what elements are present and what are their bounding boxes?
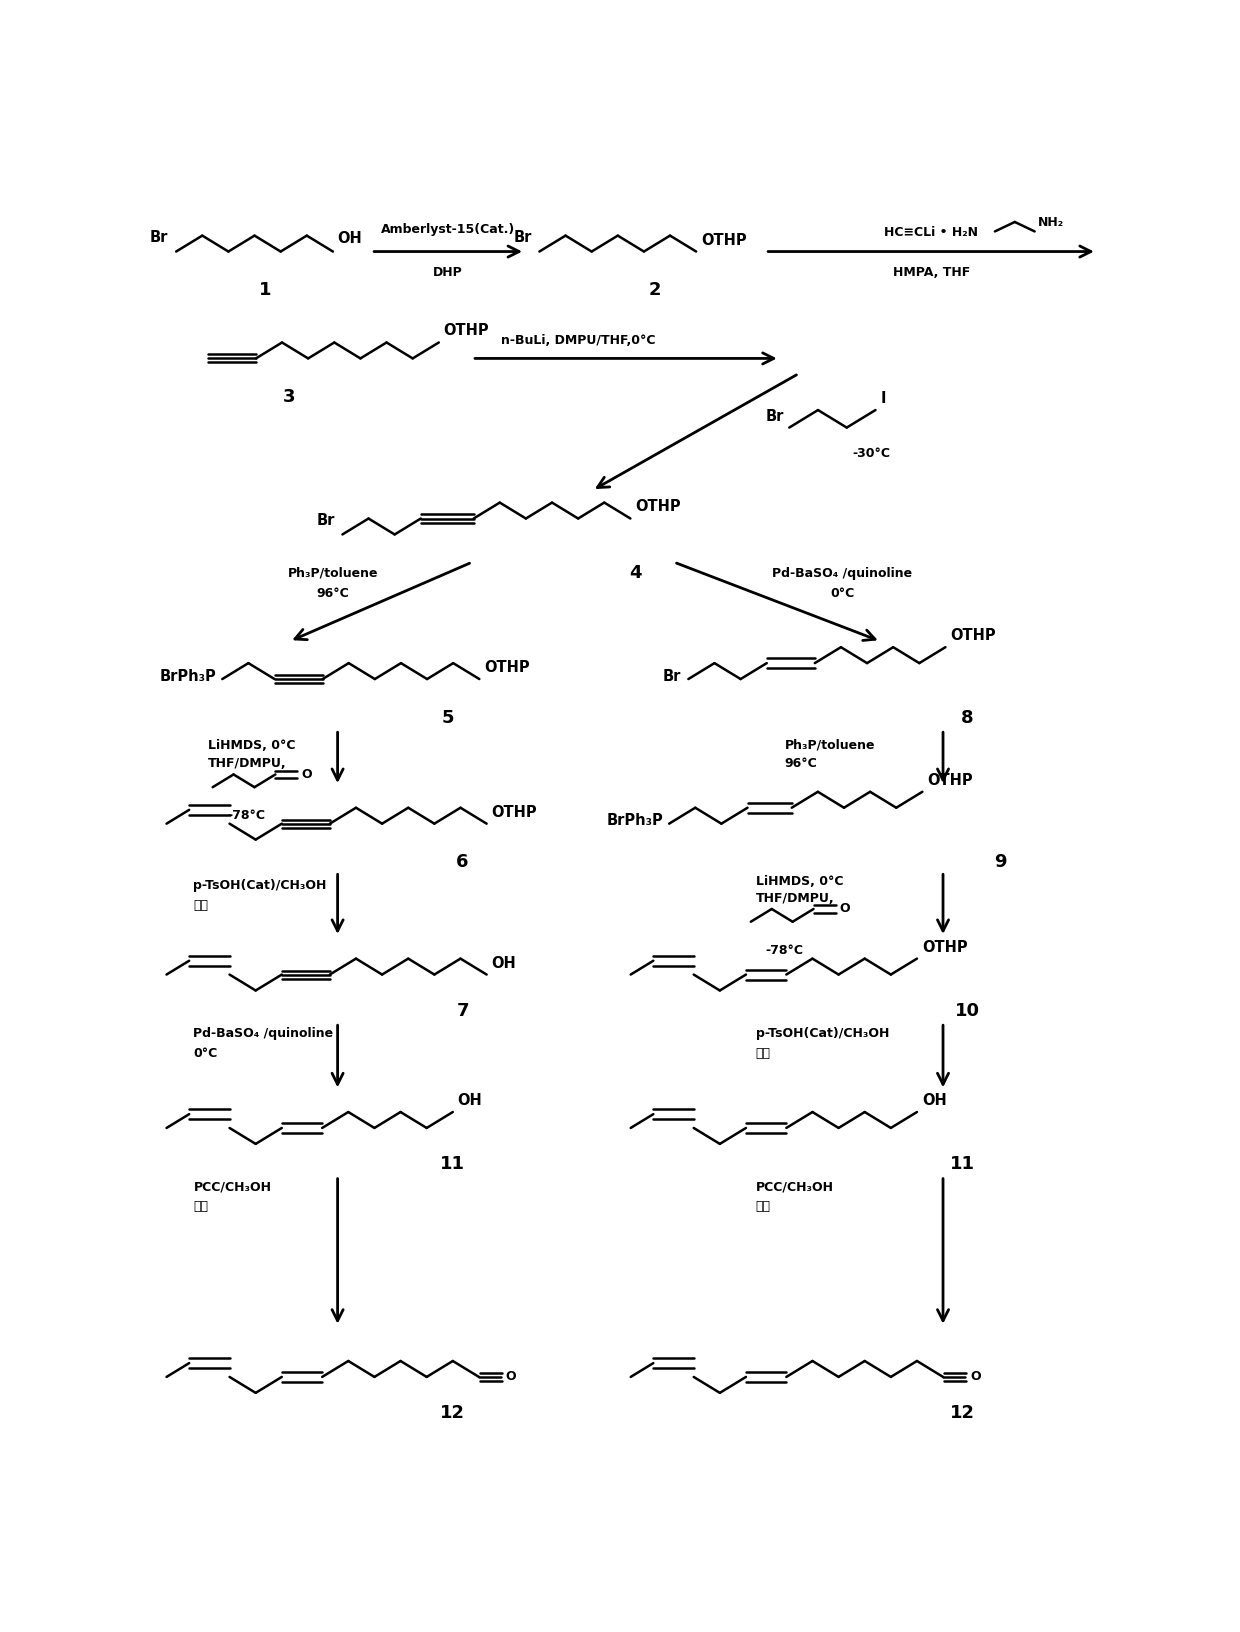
Text: OTHP: OTHP — [928, 772, 973, 787]
Text: p-TsOH(Cat)/CH₃OH: p-TsOH(Cat)/CH₃OH — [193, 878, 327, 891]
Text: O: O — [301, 767, 312, 780]
Text: p-TsOH(Cat)/CH₃OH: p-TsOH(Cat)/CH₃OH — [755, 1027, 889, 1040]
Text: OH: OH — [337, 232, 362, 246]
Text: 12: 12 — [950, 1404, 975, 1421]
Text: 0°C: 0°C — [193, 1046, 218, 1059]
Text: PCC/CH₃OH: PCC/CH₃OH — [755, 1180, 833, 1193]
Text: OH: OH — [491, 955, 516, 969]
Text: Br: Br — [150, 230, 169, 245]
Text: Br: Br — [513, 230, 532, 245]
Text: THF/DMPU,: THF/DMPU, — [755, 891, 835, 904]
Text: THF/DMPU,: THF/DMPU, — [208, 756, 286, 769]
Text: 3: 3 — [283, 388, 296, 406]
Text: NH₂: NH₂ — [1038, 215, 1064, 228]
Text: Ph₃P/toluene: Ph₃P/toluene — [785, 739, 875, 751]
Text: HMPA, THF: HMPA, THF — [893, 266, 970, 279]
Text: 室温: 室温 — [755, 1046, 770, 1059]
Text: OTHP: OTHP — [484, 659, 529, 674]
Text: 96°C: 96°C — [316, 586, 350, 599]
Text: 7: 7 — [456, 1000, 469, 1018]
Text: OTHP: OTHP — [635, 499, 681, 514]
Text: 96°C: 96°C — [785, 756, 817, 769]
Text: Pd-BaSO₄ /quinoline: Pd-BaSO₄ /quinoline — [773, 566, 913, 579]
Text: Pd-BaSO₄ /quinoline: Pd-BaSO₄ /quinoline — [193, 1027, 334, 1040]
Text: LiHMDS, 0°C: LiHMDS, 0°C — [755, 875, 843, 888]
Text: 11: 11 — [950, 1154, 975, 1172]
Text: O: O — [839, 901, 851, 914]
Text: 12: 12 — [440, 1404, 465, 1421]
Text: BrPh₃P: BrPh₃P — [160, 669, 217, 684]
Text: DHP: DHP — [433, 266, 463, 279]
Text: OH: OH — [921, 1092, 946, 1106]
Text: -30°C: -30°C — [852, 447, 890, 460]
Text: 6: 6 — [456, 854, 469, 871]
Text: Br: Br — [662, 669, 681, 684]
Text: -78°C: -78°C — [227, 809, 265, 823]
Text: LiHMDS, 0°C: LiHMDS, 0°C — [208, 739, 295, 751]
Text: PCC/CH₃OH: PCC/CH₃OH — [193, 1180, 272, 1193]
Text: OH: OH — [458, 1092, 482, 1106]
Text: OTHP: OTHP — [444, 323, 490, 338]
Text: BrPh₃P: BrPh₃P — [606, 813, 663, 827]
Text: 8: 8 — [961, 708, 973, 726]
Text: -78°C: -78°C — [765, 943, 804, 956]
Text: Amberlyst-15(Cat.): Amberlyst-15(Cat.) — [381, 224, 516, 237]
Text: O: O — [506, 1369, 517, 1382]
Text: 室温: 室温 — [193, 898, 208, 911]
Text: OTHP: OTHP — [950, 628, 996, 643]
Text: HC≡CLi • H₂N: HC≡CLi • H₂N — [884, 225, 978, 238]
Text: n-BuLi, DMPU/THF,0°C: n-BuLi, DMPU/THF,0°C — [501, 335, 655, 348]
Text: OTHP: OTHP — [921, 938, 967, 955]
Text: 2: 2 — [649, 281, 661, 299]
Text: OTHP: OTHP — [701, 232, 746, 248]
Text: Br: Br — [316, 512, 335, 527]
Text: 室温: 室温 — [193, 1200, 208, 1213]
Text: 1: 1 — [259, 281, 272, 299]
Text: Ph₃P/toluene: Ph₃P/toluene — [288, 566, 378, 579]
Text: O: O — [970, 1369, 981, 1382]
Text: 9: 9 — [994, 854, 1007, 871]
Text: 10: 10 — [955, 1000, 980, 1018]
Text: OTHP: OTHP — [491, 805, 537, 819]
Text: 室温: 室温 — [755, 1200, 770, 1213]
Text: I: I — [880, 390, 885, 406]
Text: 0°C: 0°C — [830, 586, 854, 599]
Text: 11: 11 — [440, 1154, 465, 1172]
Text: Br: Br — [766, 408, 785, 423]
Text: 5: 5 — [441, 708, 454, 726]
Text: 4: 4 — [629, 563, 642, 583]
